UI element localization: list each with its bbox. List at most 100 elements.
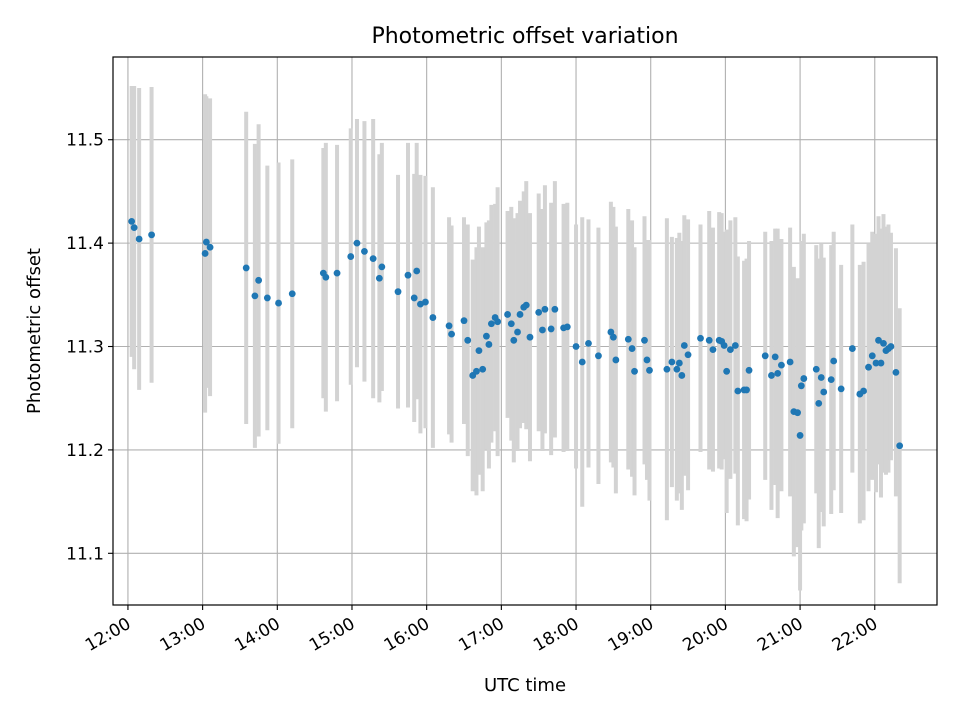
data-point: [680, 342, 688, 349]
data-point: [761, 352, 769, 360]
data-point: [130, 224, 138, 232]
data-point: [731, 342, 739, 349]
data-point: [578, 358, 586, 366]
data-point: [675, 359, 683, 367]
data-point: [887, 343, 895, 350]
data-point: [378, 263, 386, 271]
data-point: [413, 267, 421, 275]
data-point: [429, 314, 437, 321]
data-point: [875, 336, 882, 344]
data-point: [275, 299, 282, 307]
data-point: [251, 292, 259, 300]
data-point: [504, 311, 511, 318]
plot-frame: [112, 56, 938, 606]
data-point: [720, 342, 728, 349]
data-point: [678, 372, 686, 379]
data-point: [255, 276, 263, 284]
data-point: [684, 351, 692, 359]
data-point: [128, 218, 136, 225]
y-axis-ticks: 11.1 11.2 11.3 11.4 11.5: [66, 131, 113, 564]
data-point: [827, 376, 835, 383]
data-point: [595, 352, 602, 360]
data-point: [510, 336, 518, 344]
data-point: [778, 361, 785, 369]
data-point: [892, 368, 900, 376]
data-point: [473, 367, 480, 375]
data-point: [796, 432, 804, 439]
data-point: [609, 333, 617, 341]
data-point: [494, 318, 502, 326]
data-point: [516, 311, 524, 318]
data-point: [877, 359, 885, 367]
data-point: [445, 322, 453, 330]
data-point: [786, 358, 794, 366]
data-point: [812, 365, 820, 373]
data-point: [628, 345, 636, 352]
chart-title: Photometric offset variation: [371, 24, 678, 49]
y-axis-label: Photometric offset: [24, 248, 45, 414]
data-point: [201, 250, 209, 257]
data-point: [135, 235, 143, 243]
data-point: [361, 247, 368, 255]
data-point: [641, 336, 648, 344]
data-point: [872, 359, 880, 367]
data-point: [288, 290, 296, 298]
data-point: [148, 231, 155, 239]
data-point: [880, 340, 887, 347]
data-point: [817, 374, 825, 381]
data-point: [522, 301, 530, 309]
data-point: [709, 346, 717, 354]
data-point: [353, 239, 361, 247]
data-points: [128, 218, 904, 450]
data-point: [726, 346, 734, 354]
y-tick-label: 11.5: [66, 131, 104, 151]
data-point: [547, 325, 555, 333]
data-point: [896, 442, 904, 450]
data-point: [631, 367, 638, 375]
data-point: [643, 356, 651, 364]
data-point: [322, 273, 330, 281]
data-point: [487, 320, 495, 328]
data-point: [815, 399, 823, 407]
data-point: [585, 340, 592, 347]
data-point: [460, 317, 468, 325]
data-point: [485, 341, 493, 348]
data-point: [868, 352, 876, 360]
data-point: [263, 294, 271, 302]
data-point: [539, 326, 546, 334]
data-point: [705, 336, 713, 344]
data-point: [479, 365, 487, 373]
data-point: [464, 336, 472, 344]
data-point: [820, 388, 828, 396]
data-point: [563, 323, 571, 331]
data-point: [860, 387, 867, 395]
data-point: [369, 255, 377, 263]
data-point: [202, 238, 210, 246]
y-tick-label: 11.3: [66, 338, 104, 358]
data-point: [206, 243, 214, 251]
data-point: [347, 253, 355, 260]
data-point: [514, 328, 521, 336]
data-point: [624, 335, 632, 343]
data-point: [697, 334, 704, 342]
data-point: [837, 385, 845, 393]
data-point: [673, 365, 681, 373]
y-tick-label: 11.1: [66, 544, 104, 564]
data-point: [865, 363, 872, 371]
data-point: [394, 288, 402, 296]
data-point: [612, 356, 620, 364]
data-point: [475, 347, 483, 355]
data-point: [745, 366, 753, 374]
data-point: [375, 274, 383, 282]
data-point: [830, 357, 838, 365]
data-point: [774, 369, 782, 377]
data-point: [734, 387, 742, 395]
data-point: [242, 264, 250, 272]
data-point: [410, 294, 418, 302]
data-point: [607, 328, 615, 336]
data-point: [743, 386, 750, 394]
data-point: [771, 353, 779, 361]
y-tick-label: 11.2: [66, 441, 104, 461]
data-point: [422, 298, 429, 306]
